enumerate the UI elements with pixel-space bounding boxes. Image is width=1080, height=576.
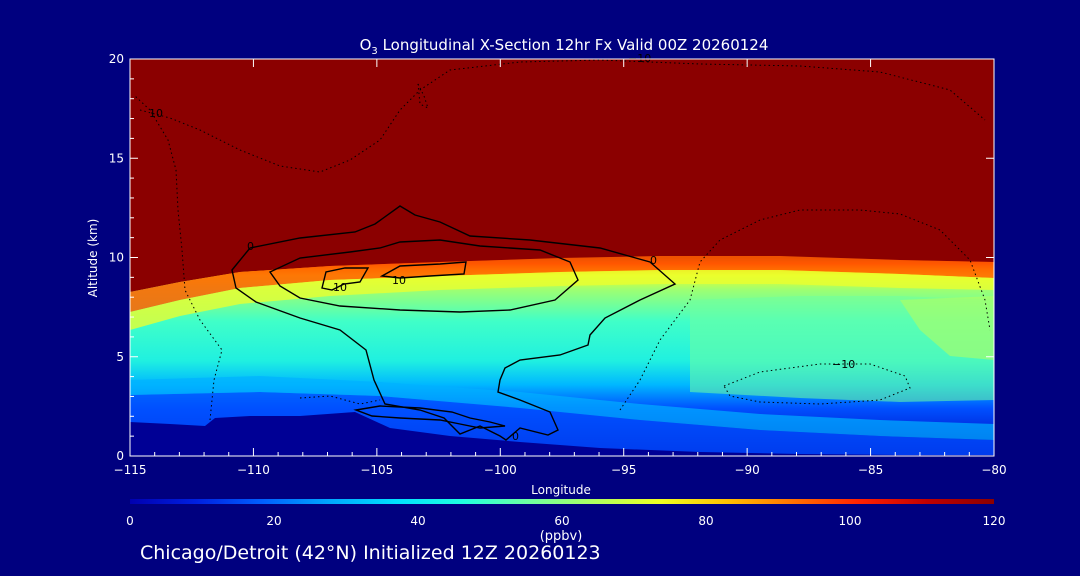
colorbar-tick-label: 120 — [983, 514, 1006, 528]
chart-title-subscript: 3 — [371, 46, 377, 57]
contour-label: −10 — [832, 358, 855, 371]
footer-caption: Chicago/Detroit (42°N) Initialized 12Z 2… — [140, 542, 601, 564]
boundary-layer-cyan — [130, 376, 994, 440]
contour-label: 10 — [149, 107, 163, 120]
east-yellowgreen-pocket — [900, 296, 994, 360]
chart-title-prefix: O — [360, 36, 372, 54]
y-tick-label: 20 — [109, 52, 124, 66]
y-tick-label: 5 — [116, 350, 124, 364]
colorbar-ticks: 0 20 40 60 80 100 120 — [126, 514, 1005, 528]
y-tick-label: 0 — [116, 449, 124, 463]
tropopause-yellow — [130, 270, 994, 330]
contour-label: 0 — [512, 430, 519, 443]
contour-label: 0 — [650, 254, 657, 267]
x-tick-label: −110 — [237, 463, 270, 477]
contour-positive-outer — [231, 205, 677, 441]
x-axis: −115 −110 −105 −100 −95 −90 −85 −80 — [114, 59, 1007, 477]
ozone-field — [130, 59, 994, 456]
contour-positive-core-a — [321, 267, 370, 291]
x-tick-label: −95 — [611, 463, 636, 477]
colorbar-tick-label: 60 — [554, 514, 569, 528]
difference-contours — [134, 59, 991, 441]
x-tick-label: −85 — [858, 463, 883, 477]
contour-label: 10 — [392, 274, 406, 287]
y-axis: 0 5 10 15 20 — [109, 52, 994, 463]
y-tick-label: 15 — [109, 151, 124, 165]
contour-labels: 10 10 10 0 0 0 −10 −10 — [149, 52, 855, 443]
terrain-mask — [130, 412, 994, 456]
contour-small-strat — [417, 83, 429, 109]
colorbar-tick-label: 40 — [410, 514, 425, 528]
chart-title-rest: Longitudinal X-Section 12hr Fx Valid 00Z… — [378, 36, 769, 54]
colorbar-tick-label: 0 — [126, 514, 134, 528]
contour-positive-core-b — [379, 261, 467, 279]
x-tick-label: −100 — [484, 463, 517, 477]
colorbar-label: (ppbv) — [540, 529, 583, 544]
x-tick-label: −90 — [734, 463, 759, 477]
contour-surface-dotted — [299, 395, 381, 405]
colorbar-tick-label: 80 — [698, 514, 713, 528]
contour-label: 0 — [247, 240, 254, 253]
y-axis-label: Altitude (km) — [86, 219, 100, 298]
contour-zero-east — [619, 209, 991, 411]
colorbar — [130, 499, 994, 504]
contour-label: 10 — [333, 281, 347, 294]
contour-positive-inner — [268, 239, 579, 313]
colorbar-tick-label: 20 — [266, 514, 281, 528]
x-axis-label: Longitude — [531, 483, 591, 497]
chart-title: O3 Longitudinal X-Section 12hr Fx Valid … — [360, 36, 769, 57]
x-tick-label: −80 — [981, 463, 1006, 477]
colorbar-tick-label: 100 — [839, 514, 862, 528]
west-stratosphere-intrusion — [130, 59, 994, 292]
contour-negative-east — [723, 363, 911, 405]
contour-positive-low — [353, 405, 506, 429]
x-tick-label: −105 — [360, 463, 393, 477]
y-tick-label: 10 — [109, 251, 124, 265]
x-tick-label: −115 — [114, 463, 147, 477]
